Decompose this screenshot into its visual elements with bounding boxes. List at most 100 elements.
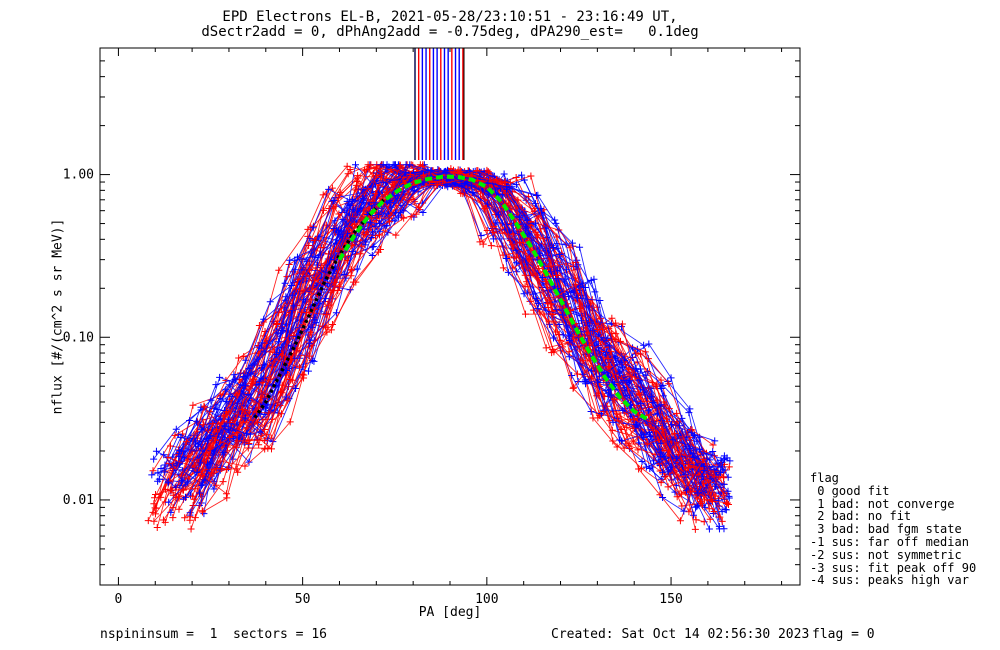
trace-point bbox=[709, 448, 717, 456]
trace-point bbox=[268, 363, 276, 371]
trace-point bbox=[601, 406, 609, 414]
trace-point bbox=[490, 235, 498, 243]
trace-point bbox=[279, 351, 287, 359]
trace-point bbox=[368, 214, 376, 222]
trace-point bbox=[618, 320, 626, 328]
trace-point bbox=[312, 319, 320, 327]
trace-point bbox=[470, 189, 478, 197]
trace-point bbox=[238, 405, 246, 413]
trace-point bbox=[694, 489, 702, 497]
trace-point bbox=[243, 430, 251, 438]
chart-title-line-2: dSectr2add = 0, dPhAng2add = -0.75deg, d… bbox=[201, 24, 699, 40]
trace-point bbox=[332, 309, 340, 317]
trace-point bbox=[433, 181, 441, 189]
trace-point bbox=[708, 498, 716, 506]
trace-point bbox=[235, 354, 243, 362]
axis-ticks: 0 50 100 150 0.01 0.10 1.00 bbox=[63, 47, 800, 607]
trace-point bbox=[171, 431, 179, 439]
trace-point bbox=[150, 517, 158, 525]
trace-point bbox=[298, 370, 306, 378]
trace-point bbox=[608, 426, 616, 434]
trace-point bbox=[306, 352, 314, 360]
trace-point bbox=[392, 231, 400, 239]
trace-point bbox=[534, 191, 542, 199]
trace-point bbox=[539, 273, 547, 281]
trace-point bbox=[367, 161, 375, 169]
trace-point bbox=[579, 357, 587, 365]
trace-point bbox=[335, 283, 343, 291]
trace-point bbox=[612, 330, 620, 338]
trace-point bbox=[664, 483, 672, 491]
trace-point bbox=[716, 513, 724, 521]
trace-point bbox=[652, 382, 660, 390]
trace-point bbox=[286, 418, 294, 426]
trace-point bbox=[678, 502, 686, 510]
trace-point bbox=[636, 350, 644, 358]
trace-point bbox=[714, 497, 722, 505]
trace-point bbox=[484, 179, 492, 187]
trace-point bbox=[504, 268, 512, 276]
trace-point bbox=[549, 243, 557, 251]
trace-point bbox=[302, 286, 310, 294]
footer-created: Created: Sat Oct 14 02:56:30 2023 bbox=[551, 627, 810, 642]
trace-point bbox=[510, 254, 518, 262]
trace-point bbox=[383, 161, 391, 169]
trace-point bbox=[310, 357, 318, 365]
trace-point bbox=[309, 224, 317, 232]
trace-point bbox=[628, 373, 636, 381]
trace-point bbox=[189, 401, 197, 409]
trace-point bbox=[573, 294, 581, 302]
trace-point bbox=[323, 328, 331, 336]
trace-point bbox=[386, 198, 394, 206]
trace-point bbox=[443, 168, 451, 176]
flux-traces bbox=[144, 161, 734, 533]
trace-point bbox=[245, 439, 253, 447]
flag-legend-item: -1 sus: far off median bbox=[810, 534, 969, 549]
trace-point bbox=[719, 474, 727, 482]
trace-point bbox=[669, 436, 677, 444]
trace-point bbox=[665, 380, 673, 388]
trace-point bbox=[180, 454, 188, 462]
trace-point bbox=[536, 249, 544, 257]
trace-point bbox=[349, 278, 357, 286]
trace-point bbox=[551, 298, 559, 306]
trace-point bbox=[667, 374, 675, 382]
trace-point bbox=[695, 445, 703, 453]
trace-point bbox=[657, 376, 665, 384]
trace-point bbox=[709, 441, 717, 449]
trace-point bbox=[618, 437, 626, 445]
trace-point bbox=[255, 441, 263, 449]
trace-point bbox=[477, 232, 485, 240]
trace-point bbox=[538, 209, 546, 217]
trace-point bbox=[292, 384, 300, 392]
trace-point bbox=[160, 451, 168, 459]
trace-point bbox=[512, 173, 520, 181]
trace-point bbox=[175, 505, 183, 513]
trace-point bbox=[286, 375, 294, 383]
trace-point bbox=[327, 326, 335, 334]
trace-point bbox=[556, 336, 564, 344]
trace-point bbox=[248, 380, 256, 388]
trace-point bbox=[484, 200, 492, 208]
flag-legend-title: flag bbox=[810, 471, 839, 485]
trace-point bbox=[691, 525, 699, 533]
trace-point bbox=[186, 516, 194, 524]
trace-point bbox=[711, 492, 719, 500]
trace-point bbox=[325, 185, 333, 193]
trace-point bbox=[562, 266, 570, 274]
trace-point bbox=[604, 334, 612, 342]
trace-point bbox=[330, 197, 338, 205]
trace-point bbox=[382, 188, 390, 196]
trace-point bbox=[144, 517, 152, 525]
trace-point bbox=[368, 251, 376, 259]
trace-point bbox=[234, 468, 242, 476]
trace-point bbox=[687, 455, 695, 463]
trace-point bbox=[565, 353, 573, 361]
trace-point bbox=[161, 518, 169, 526]
trace-point bbox=[623, 423, 631, 431]
trace-point bbox=[659, 381, 667, 389]
trace-point bbox=[354, 172, 362, 180]
trace-point bbox=[221, 422, 229, 430]
trace-point bbox=[559, 331, 567, 339]
